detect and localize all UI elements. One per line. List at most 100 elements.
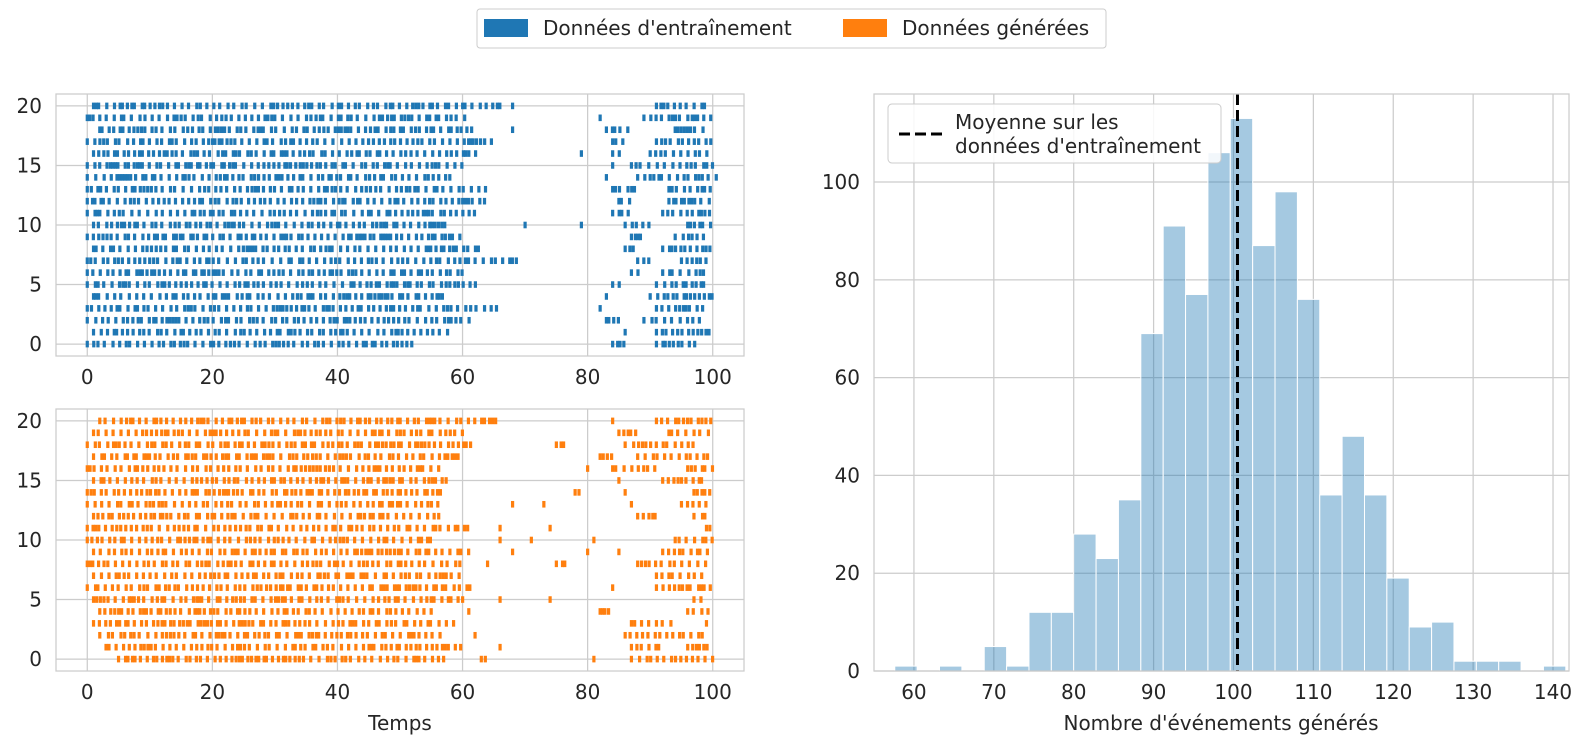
event-tick <box>262 655 266 663</box>
event-tick <box>276 596 281 603</box>
event-tick <box>389 643 393 651</box>
event-tick <box>298 162 302 169</box>
event-tick <box>164 417 169 425</box>
event-tick <box>147 233 151 241</box>
event-tick <box>204 560 208 568</box>
event-tick <box>175 114 179 122</box>
event-tick <box>403 572 408 580</box>
event-tick <box>149 293 153 300</box>
histogram-bar <box>1431 621 1455 672</box>
event-tick <box>231 197 235 205</box>
event-tick <box>433 233 437 241</box>
event-tick <box>299 293 303 300</box>
event-tick <box>654 114 658 122</box>
event-tick <box>285 489 289 496</box>
event-tick <box>449 572 453 580</box>
event-tick <box>128 489 133 496</box>
event-tick <box>619 197 623 205</box>
event-tick <box>333 233 337 241</box>
event-tick <box>347 269 351 276</box>
event-tick <box>207 596 211 603</box>
event-tick <box>330 185 334 193</box>
event-tick <box>207 174 211 181</box>
event-tick <box>272 269 276 276</box>
event-tick <box>445 560 449 568</box>
event-tick <box>214 185 218 193</box>
event-tick <box>409 477 413 484</box>
event-tick <box>91 524 95 532</box>
event-tick <box>305 162 309 169</box>
event-tick <box>251 620 255 627</box>
event-tick <box>443 643 447 651</box>
event-tick <box>245 305 250 312</box>
event-tick <box>389 233 393 241</box>
event-tick <box>177 631 181 639</box>
event-tick <box>115 305 119 312</box>
event-tick <box>233 548 237 556</box>
event-tick <box>457 584 461 591</box>
event-tick <box>422 477 426 484</box>
event-tick <box>686 608 690 615</box>
event-tick <box>147 453 152 460</box>
event-tick <box>447 316 451 324</box>
event-tick <box>106 560 110 568</box>
event-tick <box>171 655 175 663</box>
event-tick <box>141 174 145 181</box>
event-tick <box>697 643 702 651</box>
event-tick <box>133 185 137 193</box>
event-tick <box>383 596 387 603</box>
event-tick <box>268 209 272 217</box>
event-tick <box>142 293 146 300</box>
event-tick <box>409 643 413 651</box>
event-tick <box>378 150 382 157</box>
histogram-bar <box>1073 533 1097 672</box>
event-tick <box>674 197 678 205</box>
event-tick <box>670 269 674 276</box>
event-tick <box>307 150 312 157</box>
event-tick <box>339 524 343 532</box>
event-tick <box>171 560 175 568</box>
event-tick <box>287 453 292 460</box>
event-tick <box>402 620 406 627</box>
event-tick <box>330 245 334 253</box>
event-tick <box>302 316 306 324</box>
event-tick <box>127 281 131 288</box>
event-tick <box>299 584 303 591</box>
event-tick <box>384 126 388 134</box>
event-tick <box>367 174 372 181</box>
event-tick <box>178 608 183 615</box>
event-tick <box>160 536 164 544</box>
event-tick <box>99 465 104 472</box>
event-tick <box>443 233 447 241</box>
event-tick <box>201 500 205 508</box>
event-tick <box>240 102 244 110</box>
event-tick <box>225 185 229 193</box>
event-tick <box>295 548 299 556</box>
y-tick-label: 40 <box>835 463 860 487</box>
event-tick <box>224 340 228 348</box>
event-tick <box>343 608 347 615</box>
event-tick <box>332 316 336 324</box>
event-tick <box>701 221 705 229</box>
event-tick <box>579 150 583 157</box>
event-tick <box>309 316 313 324</box>
event-tick <box>154 489 158 496</box>
event-tick <box>368 233 372 241</box>
event-tick <box>385 655 390 663</box>
event-tick <box>634 221 638 229</box>
event-tick <box>633 233 637 241</box>
event-tick <box>319 500 324 508</box>
event-tick <box>271 417 275 425</box>
event-tick <box>89 305 94 312</box>
event-tick <box>252 126 256 134</box>
event-tick <box>296 500 300 508</box>
event-tick <box>115 328 119 336</box>
event-tick <box>357 150 361 157</box>
event-tick <box>419 328 423 336</box>
event-tick <box>195 102 199 110</box>
event-tick <box>649 441 653 449</box>
event-tick <box>316 221 321 229</box>
event-tick <box>659 174 664 181</box>
event-tick <box>426 512 430 520</box>
